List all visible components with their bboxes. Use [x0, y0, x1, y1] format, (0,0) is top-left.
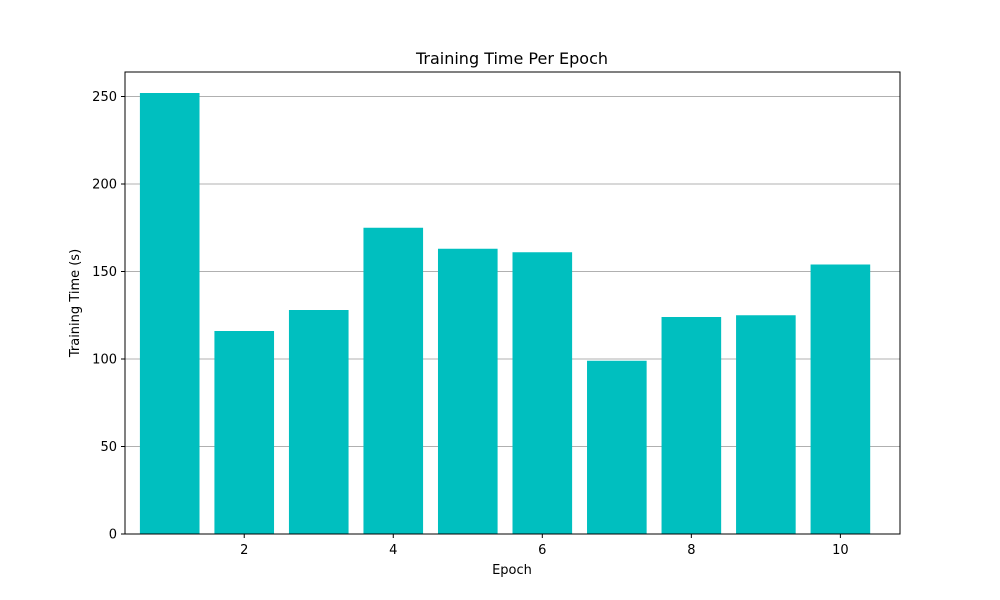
y-tick-label: 200	[92, 178, 117, 193]
x-tick-label: 4	[389, 543, 397, 558]
bar-epoch-8	[661, 317, 722, 534]
bar-epoch-2	[214, 331, 275, 534]
plot-frame	[124, 71, 901, 535]
y-axis: 0 50 100 150 200 250	[92, 90, 125, 543]
x-tick-label: 10	[832, 543, 849, 558]
bar-epoch-5	[437, 248, 498, 534]
bar-epoch-7	[587, 360, 647, 534]
bar-epoch-9	[736, 315, 796, 534]
x-tick-label: 6	[538, 543, 546, 558]
x-axis-label: Epoch	[492, 563, 532, 578]
bar-epoch-1	[139, 93, 200, 534]
bar-epoch-4	[363, 227, 424, 534]
x-axis: 2 4 6 8 10	[240, 534, 849, 558]
y-tick-label: 50	[100, 440, 117, 455]
y-axis-label: Training Time (s)	[68, 249, 83, 358]
bar-epoch-3	[288, 310, 349, 534]
y-tick-label: 100	[92, 353, 117, 368]
y-tick-label: 0	[109, 528, 117, 543]
y-tick-label: 150	[92, 265, 117, 280]
chart-title: Training Time Per Epoch	[415, 49, 608, 68]
x-tick-label: 2	[240, 543, 248, 558]
bars	[139, 93, 871, 534]
bar-epoch-6	[512, 252, 573, 534]
y-tick-label: 250	[92, 90, 117, 105]
bar-epoch-10	[810, 264, 871, 534]
x-tick-label: 8	[687, 543, 695, 558]
